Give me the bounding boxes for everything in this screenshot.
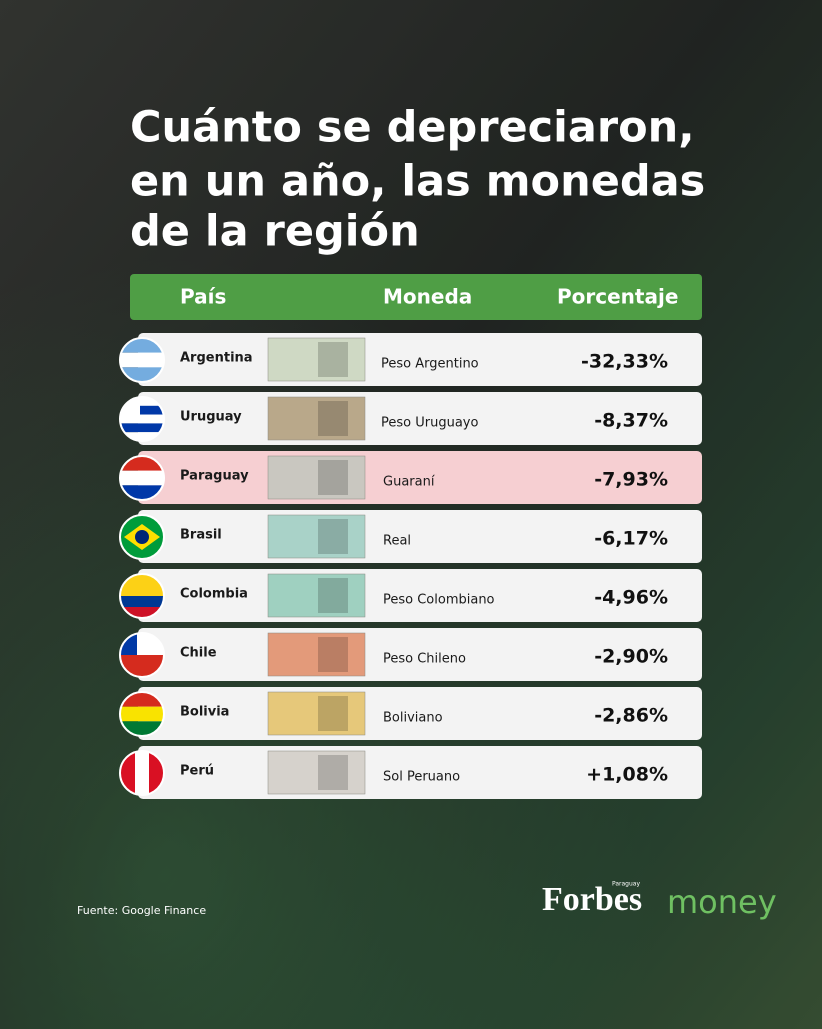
flag-stripe xyxy=(120,706,164,722)
flag-border xyxy=(119,455,165,501)
country: Colombia xyxy=(180,587,248,602)
banknote-detail xyxy=(318,342,348,377)
banknote xyxy=(267,750,366,795)
banknote xyxy=(267,337,366,382)
flag-shape xyxy=(135,530,149,544)
flag-stripe xyxy=(120,596,164,607)
banknote xyxy=(267,455,366,500)
flag-stripe xyxy=(120,655,164,677)
country: Perú xyxy=(180,764,214,779)
flag-stripe xyxy=(120,352,164,368)
flag-border xyxy=(119,750,165,796)
logo-suffix: money xyxy=(667,883,777,921)
flag-stripe xyxy=(120,414,164,424)
currency: Peso Chileno xyxy=(383,652,466,667)
table-header xyxy=(130,274,702,320)
banknote-detail xyxy=(318,578,348,613)
currency: Boliviano xyxy=(383,711,443,726)
percentage: +1,08% xyxy=(586,764,668,786)
flag xyxy=(120,515,164,559)
flag-stripe xyxy=(120,432,164,441)
flag-stripe xyxy=(120,423,164,433)
percentage: -2,90% xyxy=(594,646,668,668)
banknote-detail xyxy=(318,696,348,731)
country: Bolivia xyxy=(180,705,229,720)
title-line: Cuánto se depreciaron, xyxy=(130,103,695,153)
logo: Forbes xyxy=(542,881,642,918)
banknote-detail xyxy=(318,755,348,790)
banknote xyxy=(267,573,366,618)
percentage: -32,33% xyxy=(581,351,668,373)
column-header: Porcentaje xyxy=(557,285,678,309)
flag-stripe xyxy=(120,397,164,406)
banknote xyxy=(267,691,366,736)
flag-border xyxy=(119,632,165,678)
currency: Peso Colombiano xyxy=(383,593,495,608)
flag-stripe xyxy=(135,751,149,795)
banknote xyxy=(267,632,366,677)
column-header: Moneda xyxy=(383,285,472,309)
banknote-detail xyxy=(318,460,348,495)
title-line: de la región xyxy=(130,207,420,257)
percentage: -6,17% xyxy=(594,528,668,550)
banknote-detail xyxy=(318,401,348,436)
flag-stripe xyxy=(120,470,164,486)
country: Chile xyxy=(180,646,217,661)
title-line: en un año, las monedas xyxy=(130,157,705,207)
country: Uruguay xyxy=(180,410,242,425)
percentage: -8,37% xyxy=(594,410,668,432)
banknote-detail xyxy=(318,519,348,554)
country: Brasil xyxy=(180,528,222,543)
logo-region: Paraguay xyxy=(612,881,640,888)
flag-stripe xyxy=(120,574,164,596)
flag-border xyxy=(119,337,165,383)
column-header: País xyxy=(180,285,226,309)
currency: Sol Peruano xyxy=(383,770,460,785)
banknote-detail xyxy=(318,637,348,672)
currency: Peso Argentino xyxy=(381,357,479,372)
banknote xyxy=(267,514,366,559)
flag-border xyxy=(119,396,165,442)
country: Paraguay xyxy=(180,469,249,484)
flag-border xyxy=(119,514,165,560)
currency: Guaraní xyxy=(383,475,435,490)
source: Fuente: Google Finance xyxy=(77,904,206,917)
flag-border xyxy=(119,691,165,737)
percentage: -7,93% xyxy=(594,469,668,491)
currency: Peso Uruguayo xyxy=(381,416,478,431)
percentage: -4,96% xyxy=(594,587,668,609)
country: Argentina xyxy=(180,351,253,366)
currency: Real xyxy=(383,534,411,549)
flag-border xyxy=(119,573,165,619)
flag-stripe xyxy=(120,607,164,618)
banknote xyxy=(267,396,366,441)
flag xyxy=(120,574,164,618)
flag-stripe xyxy=(120,405,164,415)
percentage: -2,86% xyxy=(594,705,668,727)
